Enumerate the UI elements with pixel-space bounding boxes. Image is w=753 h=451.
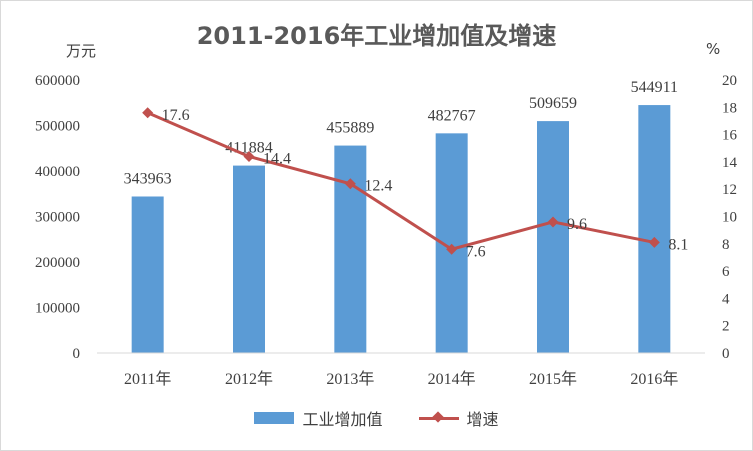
left-axis-tick-label: 600000: [35, 73, 80, 89]
line-data-label: 7.6: [466, 243, 486, 260]
right-axis-tick-label: 16: [722, 128, 738, 144]
x-axis-tick-label: 2012年: [225, 370, 273, 388]
bar-data-label: 482767: [428, 107, 476, 124]
bar-data-label: 343963: [124, 170, 172, 187]
bar-data-label: 509659: [529, 95, 577, 112]
right-axis-tick-label: 8: [722, 237, 730, 253]
bar: [131, 196, 164, 353]
left-axis-tick-label: 300000: [35, 210, 80, 226]
right-axis-tick-label: 18: [722, 100, 737, 116]
right-axis-tick-label: 12: [722, 182, 737, 198]
chart-legend: 工业增加值 增速: [0, 406, 753, 430]
x-axis-tick-label: 2014年: [428, 370, 476, 388]
right-axis-tick-label: 6: [722, 264, 730, 280]
x-axis-tick-label: 2015年: [529, 370, 577, 388]
left-axis-tick-label: 500000: [35, 119, 80, 135]
bar: [334, 145, 367, 353]
line-marker: [243, 150, 255, 162]
x-axis-tick-label: 2013年: [326, 370, 374, 388]
line-marker: [344, 178, 356, 190]
line-data-label: 14.4: [263, 150, 291, 167]
legend-item-line: 增速: [418, 406, 499, 430]
chart-title: 2011-2016年工业增加值及增速: [196, 22, 557, 50]
left-axis-tick-label: 100000: [35, 301, 80, 317]
legend-swatch-line: [418, 412, 459, 424]
line-marker: [547, 216, 559, 228]
left-axis-tick-label: 400000: [35, 164, 80, 180]
x-axis-tick-label: 2011年: [124, 370, 171, 388]
bar: [233, 165, 265, 353]
bar-data-label: 455889: [326, 120, 374, 137]
right-axis-tick-label: 14: [722, 155, 738, 171]
line-data-label: 12.4: [364, 178, 392, 195]
left-axis-unit: 万元: [66, 42, 97, 60]
bar-data-label: 544911: [631, 79, 678, 96]
right-axis-tick-label: 2: [722, 319, 730, 335]
right-axis-tick-label: 0: [722, 346, 730, 362]
right-axis-tick-label: 4: [722, 291, 730, 307]
legend-label-bar: 工业增加值: [302, 410, 383, 429]
line-series: [147, 111, 655, 251]
line-marker: [648, 236, 660, 248]
legend-item-bar: 工业增加值: [254, 406, 383, 430]
line-data-label: 8.1: [668, 236, 688, 253]
x-axis-tick-label: 2016年: [630, 370, 678, 388]
bar: [537, 121, 569, 353]
line-marker: [142, 107, 154, 119]
right-axis-tick-label: 20: [722, 73, 737, 89]
right-axis-unit: %: [706, 40, 721, 58]
legend-label-line: 增速: [466, 410, 499, 429]
legend-swatch-bar: [254, 412, 295, 424]
left-axis-tick-label: 0: [73, 346, 81, 362]
line-marker: [446, 243, 458, 255]
left-axis-tick-label: 200000: [35, 255, 80, 271]
right-axis-tick-label: 10: [722, 210, 737, 226]
bar: [638, 105, 671, 354]
line-data-label: 17.6: [162, 107, 190, 124]
line-data-label: 9.6: [567, 216, 587, 233]
